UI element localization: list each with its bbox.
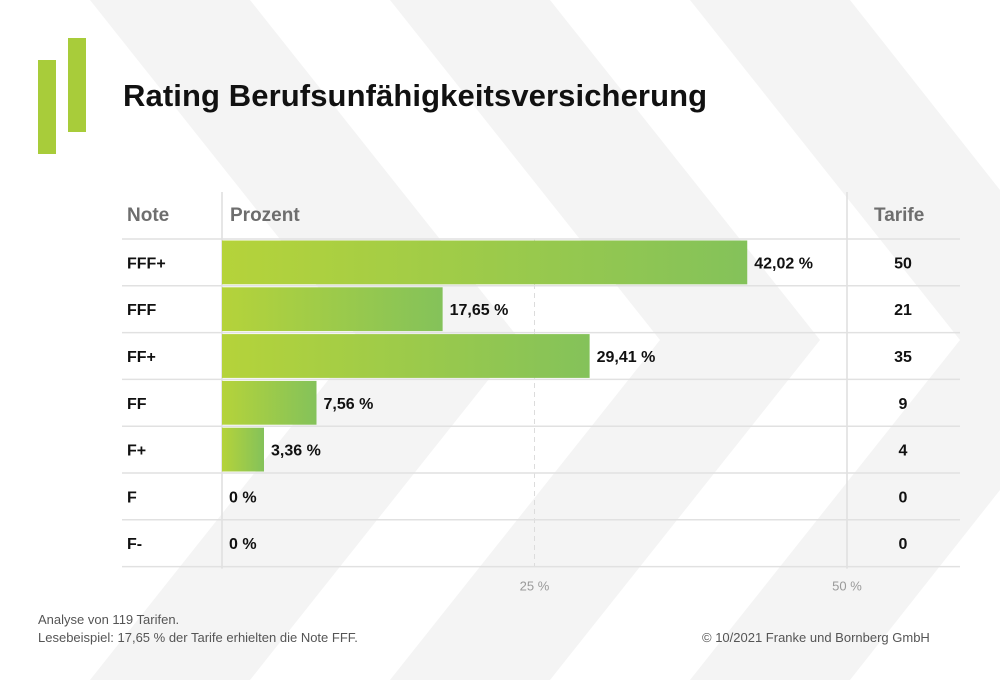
value-label: 0 % [229,489,257,506]
header-percent: Prozent [230,205,300,226]
bar-FFF+ [222,240,748,285]
header-count: Tarife [874,205,925,226]
count-label: 9 [899,396,908,413]
value-label: 17,65 % [450,302,509,319]
x-tick-label: 25 % [520,579,550,594]
count-label: 0 [899,536,908,553]
bar-FFF [222,287,443,332]
x-tick-label: 50 % [832,579,862,594]
category-label: FF+ [127,349,156,366]
count-label: 0 [899,489,908,506]
header-note: Note [127,205,170,226]
category-label: F [127,489,137,506]
count-label: 4 [899,443,908,460]
footer-example: Lesebeispiel: 17,65 % der Tarife erhielt… [38,630,358,645]
count-label: 50 [894,255,912,272]
count-label: 35 [894,349,912,366]
value-label: 0 % [229,536,257,553]
category-label: FF [127,396,147,413]
category-label: F- [127,536,142,553]
bar-FF [222,380,317,425]
footer-notes: Analyse von 119 Tarifen. Lesebeispiel: 1… [38,611,358,647]
footer-analysis: Analyse von 119 Tarifen. [38,612,180,627]
count-label: 21 [894,302,912,319]
value-label: 42,02 % [754,255,813,272]
category-label: F+ [127,443,146,460]
category-label: FFF+ [127,255,166,272]
value-label: 7,56 % [324,396,374,413]
bar-FF+ [222,334,590,378]
footer-copyright: © 10/2021 Franke und Bornberg GmbH [702,630,930,645]
value-label: 29,41 % [597,349,656,366]
page-title: Rating Berufsunfähigkeitsversicherung [123,78,708,113]
value-label: 3,36 % [271,443,321,460]
bar-F+ [222,427,264,472]
category-label: FFF [127,302,157,319]
